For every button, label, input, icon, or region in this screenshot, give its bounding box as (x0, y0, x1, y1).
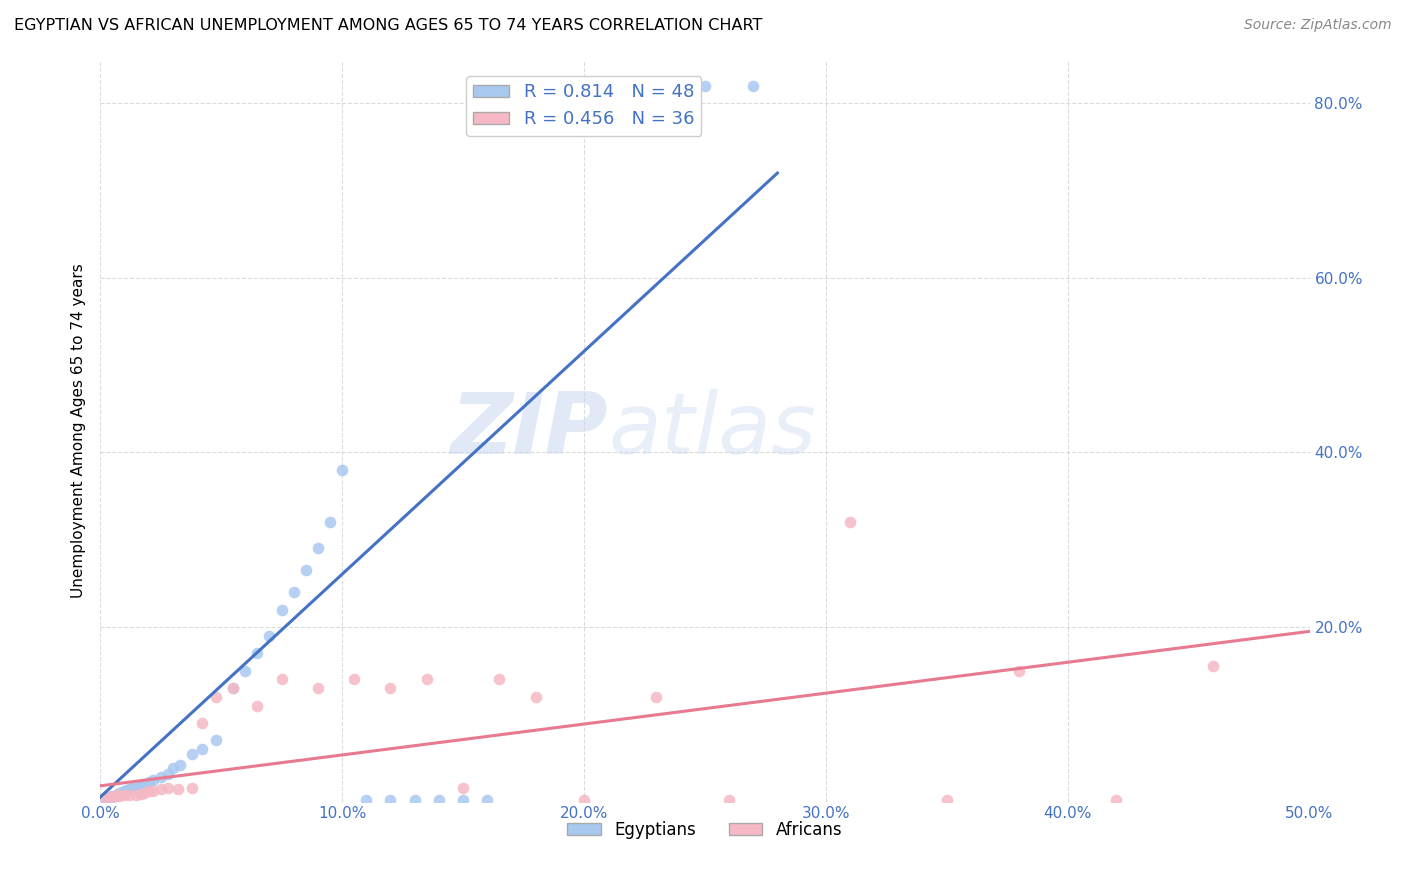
Point (307, 541, 329, 556)
Point (104, 789, 127, 804)
Point (283, 585, 305, 599)
Point (94, 792, 117, 806)
Point (138, 775, 160, 789)
Point (118, 788, 141, 802)
Point (104, 789, 127, 804)
Point (181, 747, 204, 761)
Point (121, 781, 143, 796)
Point (572, 793, 595, 807)
Point (451, 781, 474, 796)
Point (122, 781, 145, 796)
Point (330, 463, 353, 477)
Point (125, 788, 148, 802)
Point (132, 786, 155, 800)
Point (380, 793, 402, 807)
Point (259, 629, 281, 643)
Point (354, 793, 377, 807)
Point (142, 784, 165, 798)
Point (307, 681, 329, 695)
Point (246, 646, 269, 660)
Point (105, 789, 128, 803)
Point (105, 789, 128, 803)
Point (343, 673, 366, 687)
Point (98, 790, 121, 805)
Point (112, 784, 135, 798)
Point (169, 758, 191, 772)
Point (222, 681, 245, 695)
Point (156, 766, 179, 780)
Point (451, 793, 474, 807)
Point (524, 690, 547, 704)
Point (935, 793, 957, 807)
Point (246, 698, 269, 713)
Point (111, 786, 134, 800)
Point (205, 690, 228, 704)
Point (105, 788, 128, 802)
Point (475, 793, 498, 807)
Point (718, 793, 741, 807)
Point (294, 563, 316, 577)
Point (142, 772, 165, 787)
Point (404, 793, 426, 807)
Point (108, 786, 131, 800)
Point (205, 733, 228, 747)
Point (270, 673, 292, 687)
Point (108, 787, 131, 801)
Point (742, 78, 765, 93)
Point (101, 789, 124, 804)
Point (162, 761, 184, 775)
Point (233, 664, 256, 678)
Point (380, 681, 402, 695)
Point (166, 782, 188, 797)
Point (125, 780, 148, 795)
Point (112, 789, 135, 803)
Point (319, 515, 342, 529)
Point (190, 742, 212, 756)
Point (94, 791, 117, 805)
Point (1202, 659, 1225, 673)
Point (693, 78, 716, 93)
Point (415, 673, 437, 687)
Point (156, 781, 179, 796)
Point (1008, 664, 1031, 678)
Point (222, 681, 245, 695)
Text: EGYPTIAN VS AFRICAN UNEMPLOYMENT AMONG AGES 65 TO 74 YEARS CORRELATION CHART: EGYPTIAN VS AFRICAN UNEMPLOYMENT AMONG A… (14, 18, 762, 33)
Point (96, 791, 118, 805)
Point (645, 690, 668, 704)
Point (132, 777, 155, 791)
Point (98, 790, 121, 805)
Point (129, 787, 152, 801)
Point (118, 782, 141, 797)
Point (112, 785, 135, 799)
Point (427, 793, 450, 807)
Point (1105, 793, 1128, 807)
Point (839, 515, 862, 529)
Point (149, 770, 172, 784)
Point (149, 782, 172, 797)
Legend: Egyptians, Africans: Egyptians, Africans (561, 814, 849, 846)
Point (115, 783, 138, 797)
Point (101, 790, 124, 805)
Point (190, 716, 212, 731)
Point (129, 779, 152, 793)
Point (128, 780, 150, 794)
Point (108, 789, 131, 804)
Text: atlas: atlas (607, 389, 815, 472)
Point (138, 784, 160, 798)
Y-axis label: Unemployment Among Ages 65 to 74 years: Unemployment Among Ages 65 to 74 years (72, 263, 86, 598)
Text: Source: ZipAtlas.com: Source: ZipAtlas.com (1244, 18, 1392, 32)
Text: ZIP: ZIP (450, 389, 607, 472)
Point (488, 673, 510, 687)
Point (270, 602, 292, 616)
Point (181, 781, 204, 796)
